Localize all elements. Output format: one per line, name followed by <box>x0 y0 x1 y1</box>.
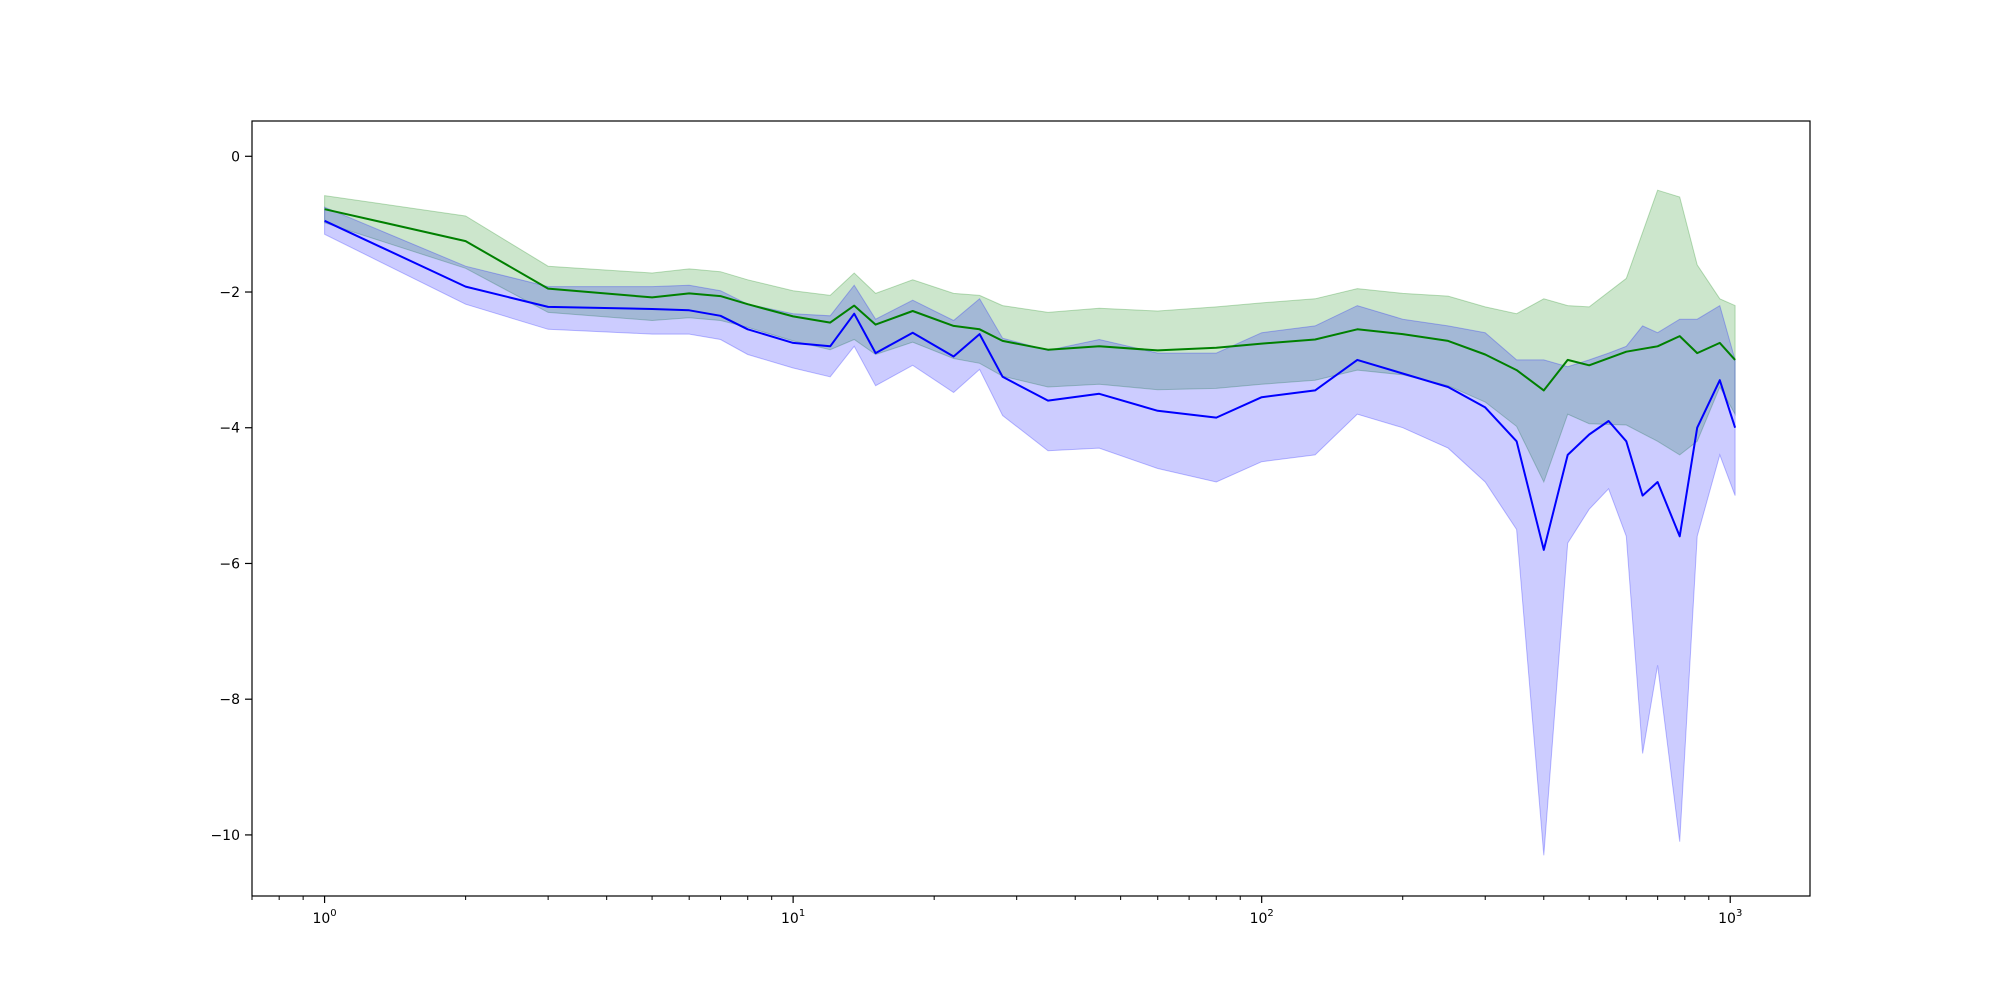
y-tick-label: −6 <box>219 556 240 572</box>
confidence-bands <box>324 189 1736 856</box>
series-0-line <box>324 208 1736 392</box>
y-tick-label: −2 <box>219 285 240 301</box>
plot-frame <box>251 120 1811 897</box>
y-tick-label: −8 <box>219 692 240 708</box>
y-tick-label: 0 <box>231 149 240 165</box>
y-tick-label: −10 <box>210 828 240 844</box>
series-1-band <box>324 206 1736 856</box>
y-tick-label: −4 <box>219 421 240 437</box>
y-axis: 0 −2 −4 −6 −8 −10 <box>210 149 252 844</box>
series-1-line <box>324 219 1737 551</box>
series-0-band <box>324 189 1736 484</box>
series-lines <box>324 208 1737 551</box>
